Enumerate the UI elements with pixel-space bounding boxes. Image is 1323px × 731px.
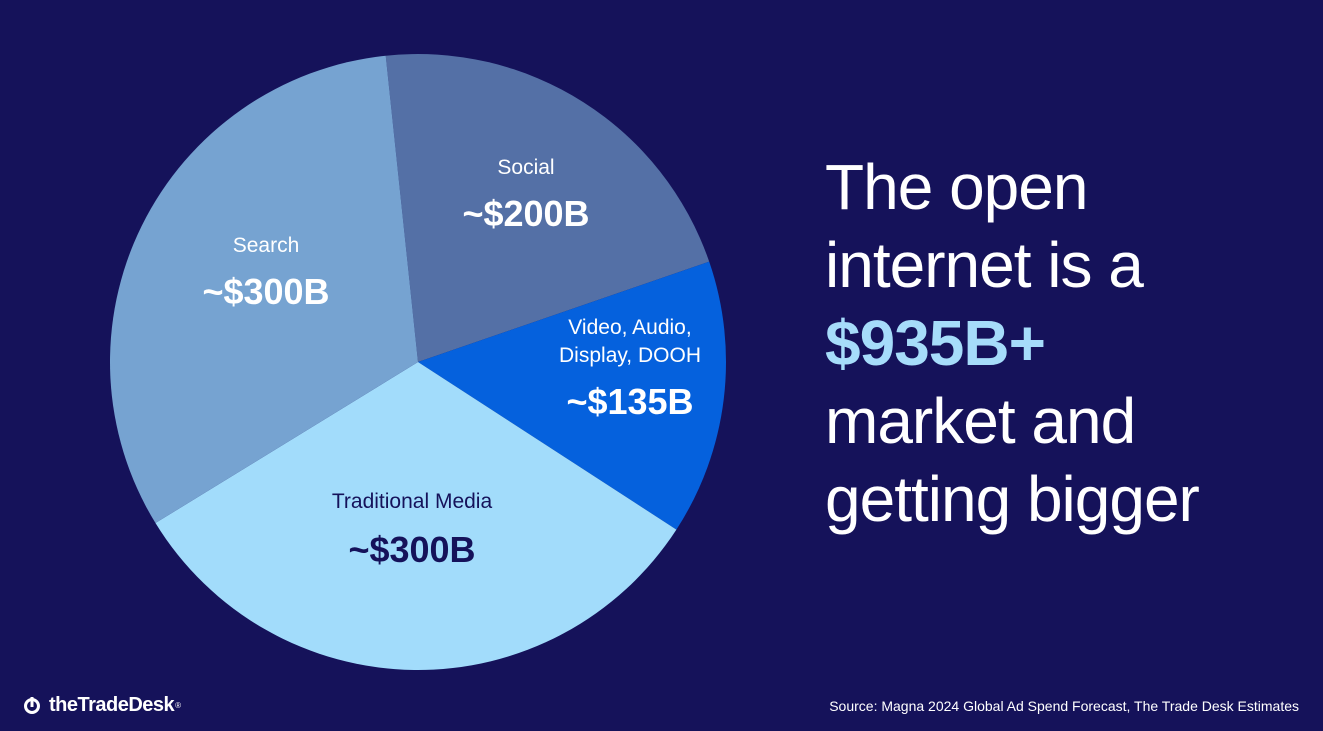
headline-line-5: getting bigger (825, 463, 1200, 535)
source-note: Source: Magna 2024 Global Ad Spend Forec… (829, 698, 1299, 714)
pie-slice-video-audio-display-dooh (418, 261, 726, 530)
pie-slice-traditional-media (155, 362, 677, 670)
headline-line-4: market and (825, 385, 1136, 457)
slice-label-traditional-media: Traditional Media (332, 490, 493, 513)
pie-slice-social (385, 53, 710, 362)
slice-label-search: Search (233, 234, 300, 257)
pie-chart: Social ~$200B Video, Audio, Display, DOOH ~$… (110, 53, 726, 670)
headline: The open internet is a $935B+ market and… (825, 148, 1305, 538)
slice-value-search: ~$300B (202, 271, 329, 312)
headline-line-2: internet is a (825, 229, 1144, 301)
trade-desk-logo: theTradeDesk ® (22, 694, 181, 717)
slice-label-social: Social (497, 156, 554, 179)
logo-text: theTradeDesk (49, 694, 175, 716)
logo-registered-mark: ® (175, 701, 181, 710)
slice-value-traditional-media: ~$300B (348, 529, 475, 570)
slice-value-social: ~$200B (462, 193, 589, 234)
slice-value-video-audio-display-dooh: ~$135B (566, 381, 693, 422)
pie-slice-search (110, 55, 418, 524)
headline-highlight: $935B+ (825, 307, 1046, 379)
logo-mark-icon (24, 696, 40, 714)
slice-label-video-audio-display-dooh: Video, Audio, Display, DOOH (559, 316, 701, 367)
headline-line-1: The open (825, 151, 1088, 223)
